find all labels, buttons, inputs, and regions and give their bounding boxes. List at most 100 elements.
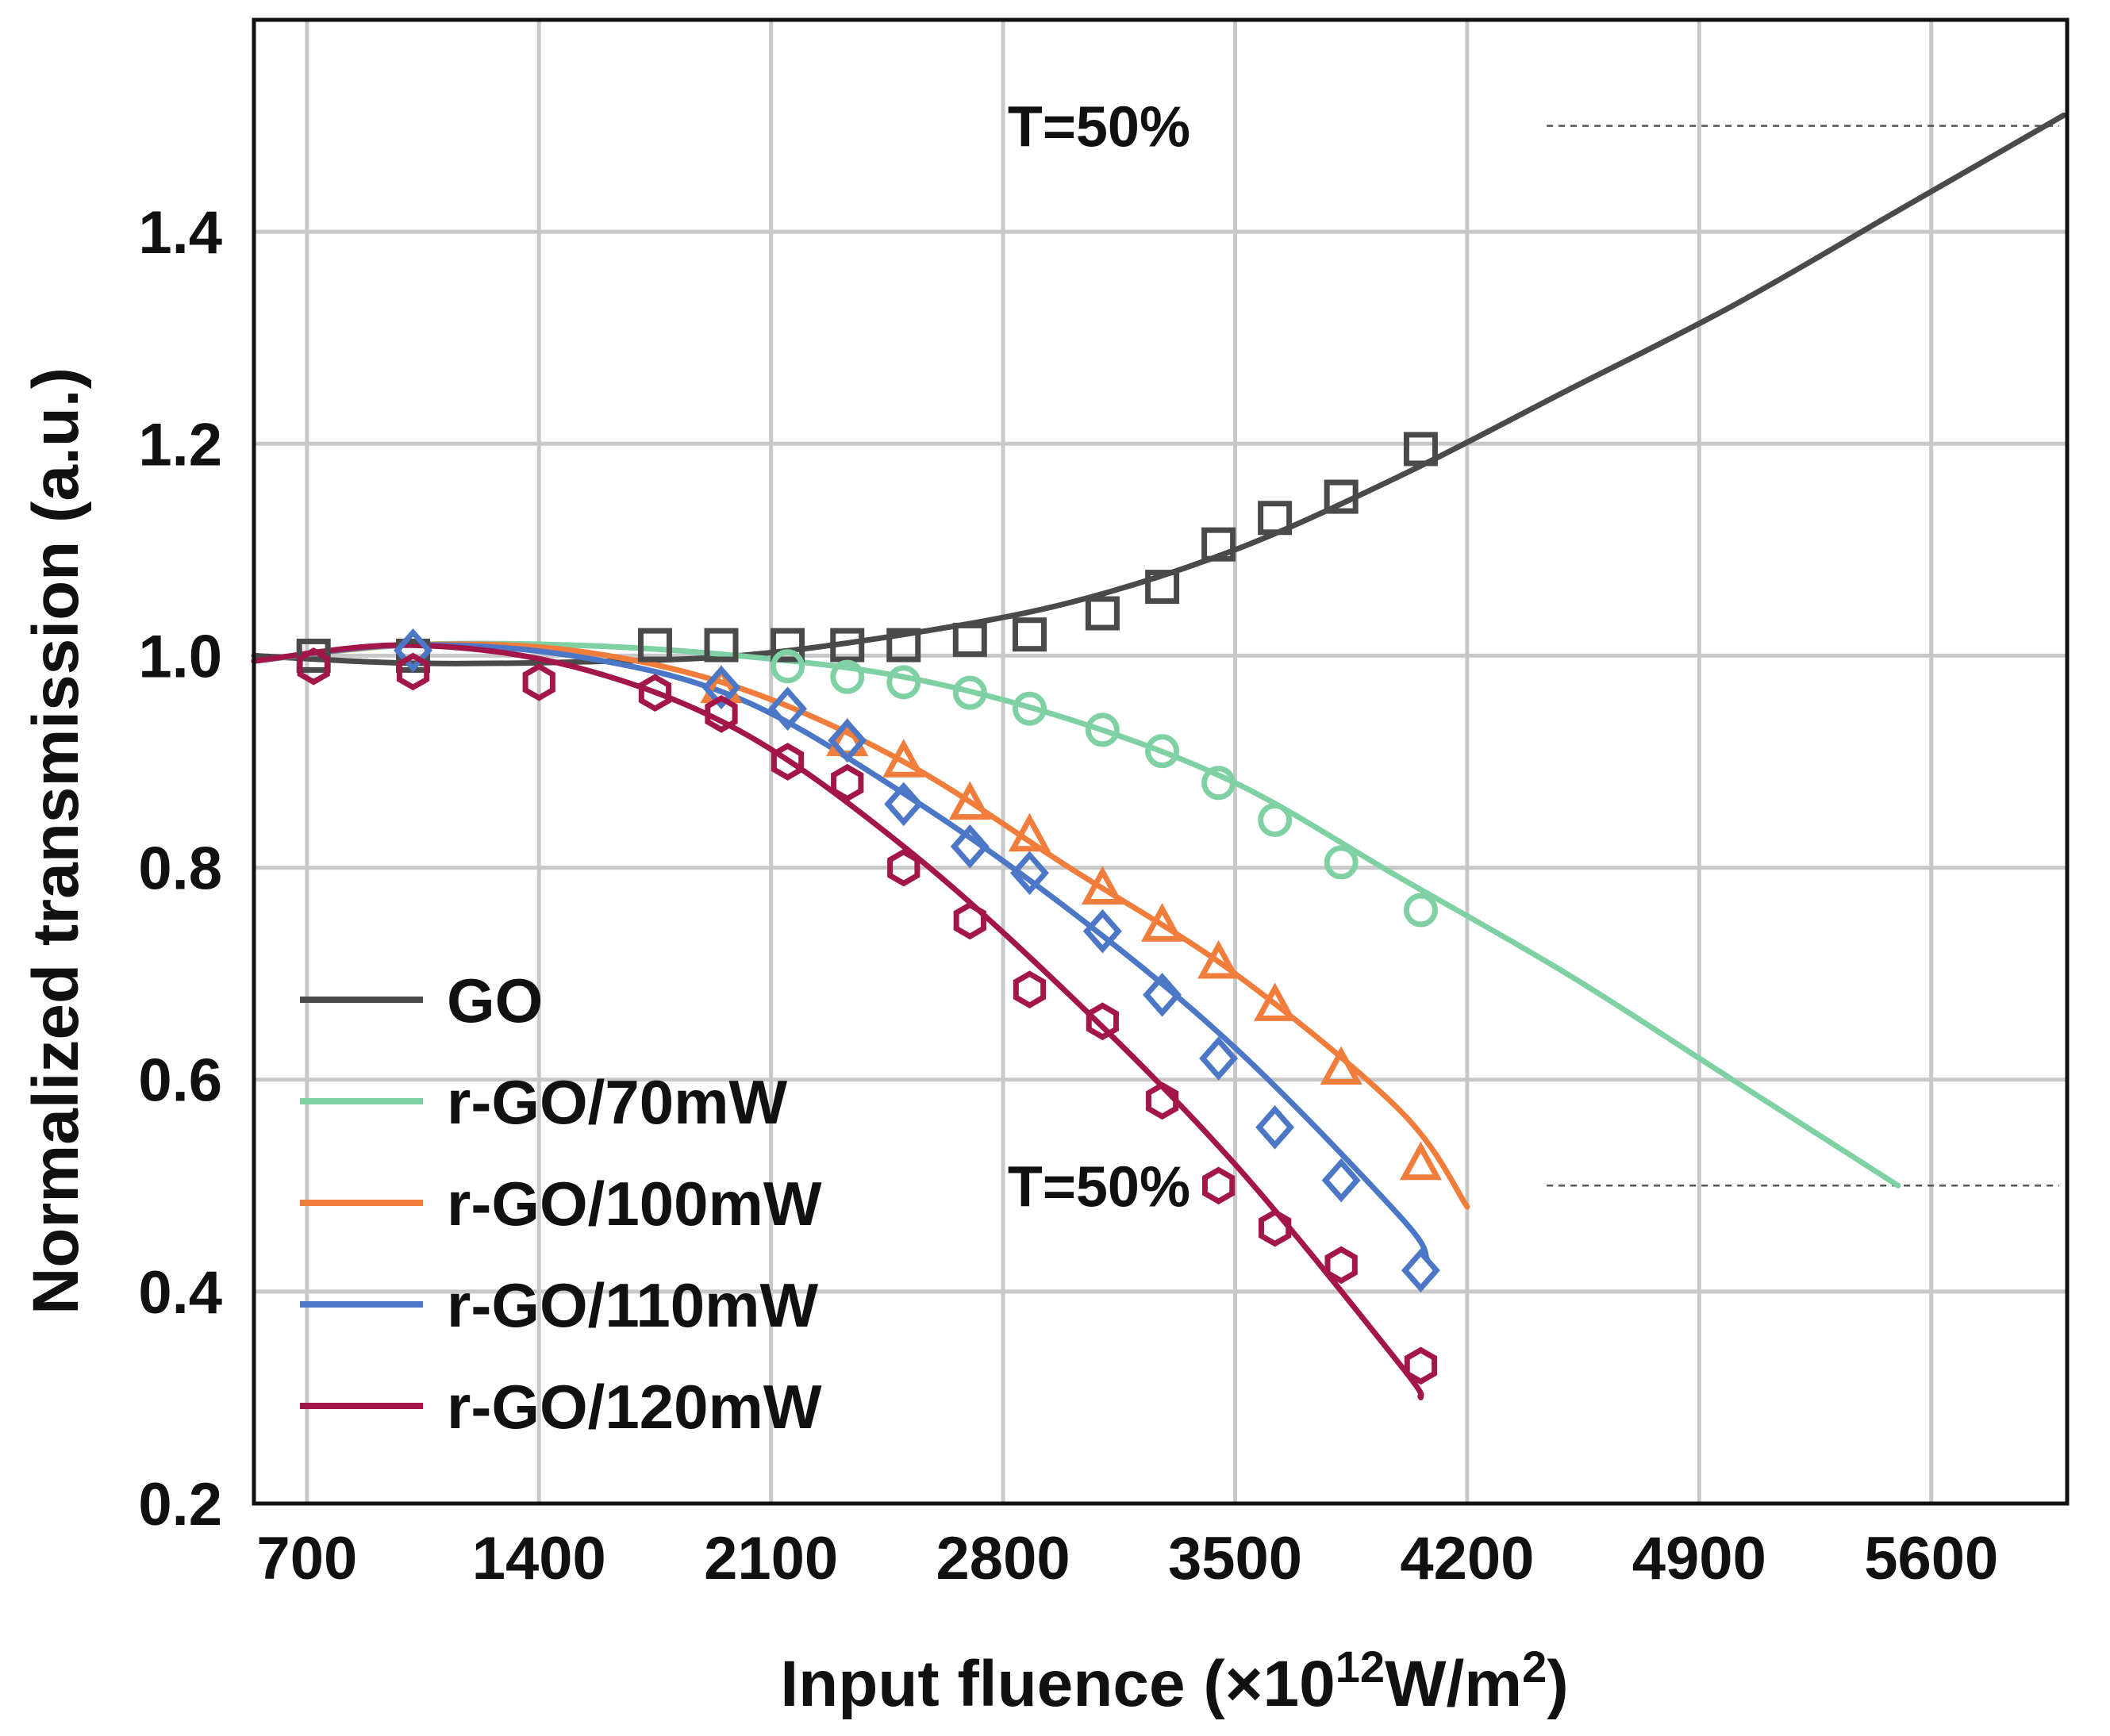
data-point-r-go-70mw: [886, 665, 921, 700]
x-tick-label: 5600: [1864, 1525, 1998, 1592]
data-point-r-go-110mw: [828, 718, 867, 763]
data-point-r-go-120mw: [1404, 1346, 1438, 1385]
annotation-label: T=50%: [1008, 1155, 1190, 1219]
x-tick-label: 2800: [936, 1525, 1070, 1592]
plot-frame: [252, 17, 2070, 1506]
data-point-r-go-110mw: [768, 686, 808, 732]
y-tick-label: 0.2: [138, 1471, 222, 1538]
data-point-go: [1012, 617, 1047, 652]
x-tick-label: 3500: [1168, 1525, 1302, 1592]
data-point-r-go-110mw: [1010, 851, 1049, 896]
grid: [254, 20, 2067, 1506]
x-tick-label: 700: [256, 1525, 357, 1592]
data-point-go: [1085, 596, 1120, 631]
data-point-r-go-110mw: [701, 665, 741, 710]
legend: GO r-GO/70mW r-GO/100mW r-GO/110mW r-GO/120m…: [300, 966, 822, 1442]
fit-line-r-go-110mw: [251, 642, 1431, 1263]
x-tick-label: 4900: [1632, 1525, 1766, 1592]
legend-label-r-go-70mw: r-GO/70mW: [447, 1067, 787, 1137]
y-tick-label: 0.6: [138, 1047, 222, 1115]
data-point-r-go-110mw: [1401, 1248, 1440, 1292]
x-tick-label: 2100: [704, 1525, 838, 1592]
annotation-lines: [1547, 125, 2059, 1187]
data-point-r-go-120mw: [1258, 1208, 1292, 1247]
data-point-go: [1403, 432, 1438, 467]
data-point-r-go-110mw: [1255, 1105, 1295, 1150]
data-point-r-go-120mw: [771, 743, 805, 781]
data-point-r-go-70mw: [1324, 845, 1359, 880]
annotation-labels: T=50% T=50%: [1008, 96, 1190, 1219]
data-point-go: [771, 628, 805, 663]
data-point-r-go-70mw: [1201, 766, 1236, 801]
fit-curves: [251, 112, 2067, 1400]
data-point-r-go-100mw: [1399, 1141, 1443, 1181]
data-point-r-go-120mw: [887, 848, 920, 887]
data-point-go: [952, 622, 987, 657]
data-point-r-go-120mw: [638, 674, 672, 712]
y-tick-label: 0.8: [138, 835, 222, 903]
legend-label-r-go-100mw: r-GO/100mW: [447, 1169, 822, 1239]
data-point-r-go-110mw: [394, 628, 432, 673]
data-point-r-go-70mw: [1012, 691, 1047, 726]
fit-line-r-go-120mw: [251, 642, 1424, 1400]
data-point-go: [704, 628, 739, 663]
data-point-go: [637, 628, 672, 663]
data-point-r-go-70mw: [952, 675, 987, 710]
data-point-r-go-120mw: [831, 763, 864, 802]
data-point-r-go-120mw: [953, 901, 986, 940]
data-point-r-go-120mw: [1013, 970, 1047, 1009]
x-axis-title: Input fluence (×1012W/m2): [780, 1642, 1568, 1720]
data-point-r-go-120mw: [297, 647, 330, 686]
data-point-r-go-100mw: [1320, 1046, 1362, 1085]
data-point-go: [1201, 527, 1236, 562]
x-tick-labels: 700 1400 2100 2800 3500 4200 4900 5600: [256, 1525, 1998, 1592]
legend-label-go: GO: [447, 966, 543, 1035]
data-point-r-go-110mw: [1321, 1158, 1361, 1203]
y-tick-labels: 0.2 0.4 0.6 0.8 1.0 1.2 1.4: [138, 199, 222, 1538]
x-tick-label: 4200: [1400, 1525, 1534, 1592]
data-point-r-go-70mw: [1085, 712, 1120, 747]
data-point-r-go-100mw: [1197, 939, 1240, 979]
data-point-go: [886, 628, 921, 663]
y-tick-label: 1.2: [138, 411, 222, 478]
data-point-r-go-120mw: [705, 695, 738, 733]
data-point-r-go-120mw: [1086, 1002, 1120, 1041]
data-point-r-go-120mw: [1145, 1081, 1179, 1120]
data-point-r-go-120mw: [1201, 1166, 1236, 1205]
data-point-r-go-70mw: [1403, 893, 1438, 928]
data-point-r-go-100mw: [1140, 903, 1184, 942]
data-point-r-go-110mw: [1199, 1036, 1239, 1081]
y-axis-title: Normalized transmission (a.u.): [20, 367, 92, 1315]
data-point-go: [1258, 501, 1293, 536]
fit-line-go: [251, 112, 2067, 666]
data-point-r-go-100mw: [882, 739, 925, 778]
data-point-r-go-120mw: [522, 663, 555, 701]
data-point-r-go-110mw: [884, 782, 924, 827]
data-point-go: [830, 628, 865, 663]
legend-label-r-go-110mw: r-GO/110mW: [447, 1270, 819, 1340]
legend-label-r-go-120mw: r-GO/120mW: [447, 1372, 822, 1442]
data-point-r-go-100mw: [826, 717, 869, 756]
data-markers: [296, 432, 1443, 1385]
data-point-r-go-110mw: [1082, 908, 1122, 954]
y-tick-label: 0.4: [138, 1259, 222, 1327]
data-point-go: [1324, 479, 1359, 514]
data-point-r-go-100mw: [1008, 812, 1051, 852]
data-point-r-go-70mw: [1258, 802, 1293, 837]
data-point-r-go-70mw: [771, 649, 805, 684]
x-tick-label: 1400: [472, 1525, 606, 1592]
data-point-r-go-110mw: [1143, 973, 1182, 1017]
data-point-r-go-120mw: [1324, 1246, 1358, 1285]
y-tick-label: 1.4: [138, 199, 222, 267]
data-point-r-go-100mw: [1081, 866, 1124, 904]
data-point-r-go-70mw: [830, 659, 865, 694]
data-point-r-go-120mw: [396, 652, 430, 691]
data-point-r-go-110mw: [950, 824, 990, 869]
y-tick-label: 1.0: [138, 623, 222, 690]
data-point-r-go-100mw: [1254, 982, 1297, 1021]
data-point-go: [1145, 570, 1180, 605]
annotation-label: T=50%: [1008, 96, 1190, 159]
data-point-r-go-100mw: [948, 781, 991, 820]
data-point-r-go-70mw: [1145, 734, 1180, 769]
